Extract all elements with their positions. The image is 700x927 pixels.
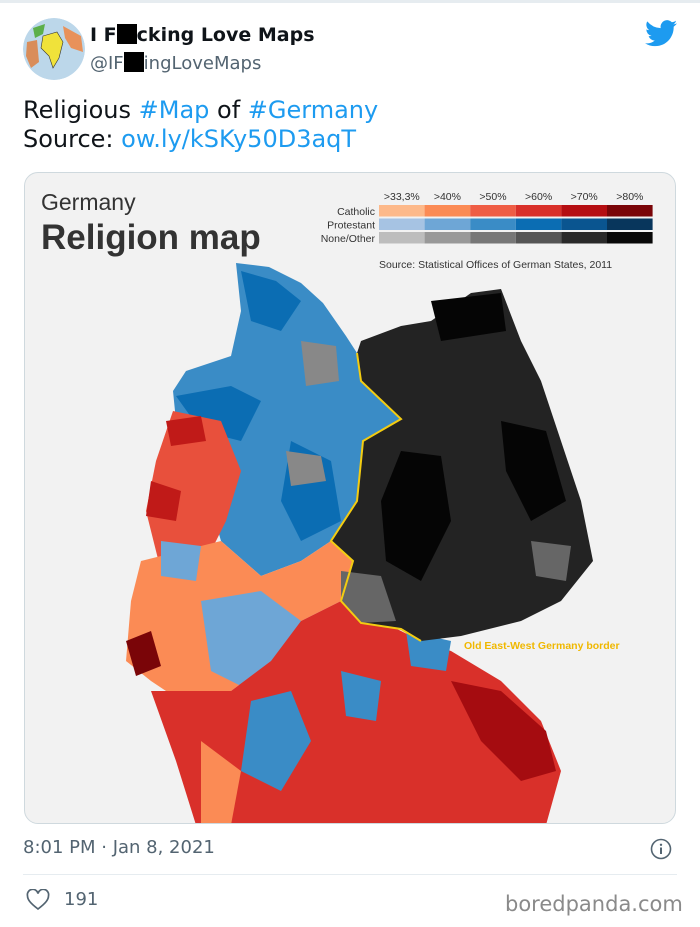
region-bavaria-dark [451,681,556,781]
east-west-border [329,352,422,642]
legend-threshold: >60% [525,191,552,203]
legend-threshold: >70% [571,191,598,203]
legend-source: Source: Statistical Offices of German St… [379,259,612,271]
legend-swatch [424,218,471,230]
like-heart-icon[interactable] [26,888,50,915]
hashtag-link[interactable]: #Map [138,96,210,124]
legend-threshold: >50% [479,191,506,203]
legend-swatch [607,205,653,217]
twitter-bird-icon[interactable] [645,20,677,51]
legend-swatch [470,232,516,244]
region-south-light [201,741,241,823]
region-west-catholic [146,411,241,571]
like-count: 191 [64,889,99,910]
legend-swatch [607,232,653,244]
display-name[interactable]: I F cking Love Maps [90,24,315,46]
tweet-text: Religious #Map of #Germany Source: ow.ly… [23,96,378,154]
legend-swatch [515,205,562,217]
redaction-box [123,52,144,72]
religion-map: Germany Religion map >33,3% >40% >50% >60% >… [41,189,653,823]
divider [23,874,677,875]
legend-swatch [424,205,471,217]
info-icon[interactable] [650,838,672,864]
legend-swatch [379,205,425,217]
legend-swatch [561,205,607,217]
watermark: boredpanda.com [505,892,683,916]
legend-row-label: Protestant [327,220,375,232]
map-title-2: Religion map [41,218,261,257]
legend-threshold: >80% [616,191,643,203]
handle-part: @IF [90,53,124,74]
region-west-deep-catholic [126,631,161,676]
map-title-1: Germany [41,189,136,215]
avatar[interactable] [23,18,85,80]
region-west-catholic-dark [146,416,206,521]
legend-swatch [470,205,516,217]
legend-swatch [379,232,425,244]
region-east-none-black [381,293,566,581]
map-image[interactable]: Germany Religion map >33,3% >40% >50% >60% >… [24,172,676,824]
legend-row-label: None/Other [321,233,376,245]
text: Source: [23,125,122,153]
text: Religious [23,96,139,124]
legend-swatch [515,218,562,230]
legend-swatch [424,232,471,244]
legend-swatch [561,218,607,230]
region-north-none [286,341,339,486]
redaction-box [116,24,137,44]
legend-swatch [561,232,607,244]
handle-part: ingLoveMaps [143,53,262,74]
region-central-protestant [161,541,301,691]
region-south-protestant [241,631,451,791]
name-part: cking Love Maps [136,24,315,46]
legend-row-label: Catholic [337,206,375,218]
legend-threshold: >40% [434,191,461,203]
tweet-timestamp[interactable]: 8:01 PM · Jan 8, 2021 [23,837,215,858]
legend: >33,3% >40% >50% >60% >70% >80% Catholic Protes… [321,191,653,245]
legend-swatch [607,218,653,230]
region-east-none-gray [341,541,571,623]
legend-swatch [470,218,516,230]
text: of [209,96,248,124]
hashtag-link[interactable]: #Germany [247,96,379,124]
legend-swatch [379,218,425,230]
legend-swatch [515,232,562,244]
border-label: Old East-West Germany border [464,640,620,652]
legend-threshold: >33,3% [384,191,420,203]
name-part: I F [90,24,117,46]
source-link[interactable]: ow.ly/kSKy50D3aqT [121,125,357,153]
user-handle[interactable]: @IF ingLoveMaps [90,52,261,74]
top-divider [0,0,700,3]
